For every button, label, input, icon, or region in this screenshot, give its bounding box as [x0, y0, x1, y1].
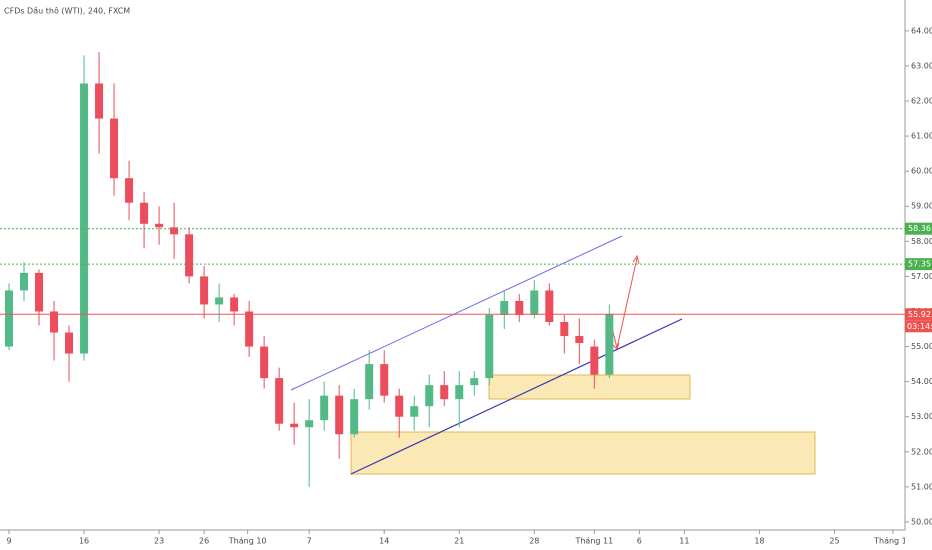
candle-body — [35, 272, 44, 312]
candle-body — [125, 178, 134, 203]
y-tick-label: 53.00 — [911, 412, 932, 421]
x-tick-label: 28 — [529, 537, 539, 546]
candle-body — [485, 314, 494, 379]
candle-body — [350, 399, 359, 435]
candle-body — [335, 395, 344, 435]
candle-body — [245, 311, 254, 347]
x-tick-label: 23 — [154, 537, 164, 546]
candle-body — [50, 311, 59, 333]
candle-body — [395, 395, 404, 417]
x-tick-label: 14 — [379, 537, 389, 546]
x-tick-label: Tháng 12 — [873, 537, 912, 546]
y-tick-label: 64.00 — [911, 26, 932, 35]
candle-body — [545, 290, 554, 322]
candle-body — [5, 290, 14, 347]
x-tick-label: 18 — [754, 537, 764, 546]
candle-body — [155, 223, 164, 228]
price-label-box — [905, 258, 932, 271]
candle-body — [365, 364, 374, 400]
y-tick-label: 57.00 — [911, 272, 932, 281]
candle-body — [80, 83, 89, 354]
candle-body — [230, 297, 239, 312]
x-tick-label: Tháng 11 — [574, 537, 613, 546]
channel-line — [350, 318, 683, 475]
arrow-head — [612, 342, 620, 350]
y-tick-label: 54.00 — [911, 377, 932, 386]
arrow-head — [632, 254, 640, 265]
candle-body — [560, 321, 569, 337]
candle-body — [470, 378, 479, 386]
x-tick-label: 16 — [79, 537, 89, 546]
y-tick-label: 52.00 — [911, 447, 932, 456]
candle-body — [530, 290, 539, 315]
zone-box — [488, 374, 691, 400]
candle-body — [185, 234, 194, 277]
y-tick-label: 63.00 — [911, 61, 932, 70]
candle-body — [425, 385, 434, 407]
price-label: 58.36 — [908, 224, 931, 233]
candle-body — [140, 202, 149, 224]
candle-body — [455, 385, 464, 400]
zone-box — [350, 431, 816, 475]
candle-body — [65, 332, 74, 354]
x-tick-label: 6 — [637, 537, 642, 546]
candle-body — [260, 346, 269, 379]
candle-body — [410, 406, 419, 417]
candle-body — [305, 420, 314, 428]
price-label: 57.35 — [908, 260, 931, 269]
candle-body — [215, 297, 224, 305]
candle-body — [200, 276, 209, 305]
candle-body — [440, 385, 449, 400]
candle-body — [515, 300, 524, 315]
candle-body — [575, 336, 584, 344]
price-label-box — [905, 222, 932, 235]
candle-body — [290, 423, 299, 428]
y-tick-label: 60.00 — [911, 167, 932, 176]
candle-body — [605, 314, 614, 375]
x-tick-label: 11 — [679, 537, 689, 546]
y-tick-label: 58.00 — [911, 237, 932, 246]
candle-body — [170, 227, 179, 235]
candle-body — [590, 346, 599, 375]
y-tick-label: 55.00 — [911, 342, 932, 351]
y-tick-label: 61.00 — [911, 132, 932, 141]
candle-body — [380, 364, 389, 396]
price-label: 55.92 — [908, 310, 931, 319]
candle-body — [275, 378, 284, 424]
x-tick-label: 9 — [6, 537, 11, 546]
y-tick-label: 59.00 — [911, 202, 932, 211]
countdown: 03:14:5 — [907, 322, 932, 331]
candle-body — [500, 300, 509, 315]
y-tick-label: 50.00 — [911, 517, 932, 526]
candle-body — [95, 83, 104, 119]
x-tick-label: Tháng 10 — [228, 537, 267, 546]
price-label-box — [905, 308, 932, 321]
x-tick-label: 25 — [829, 537, 839, 546]
x-tick-label: 21 — [454, 537, 464, 546]
x-tick-label: 26 — [199, 537, 209, 546]
countdown-box — [905, 320, 932, 333]
candle-body — [20, 272, 29, 291]
y-tick-label: 62.00 — [911, 97, 932, 106]
candle-body — [320, 395, 329, 421]
y-tick-label: 51.00 — [911, 482, 932, 491]
chart-title: CFDs Dầu thô (WTI), 240, FXCM — [4, 6, 130, 16]
candle-body — [110, 118, 119, 179]
x-tick-label: 7 — [307, 537, 312, 546]
channel-line — [290, 235, 623, 391]
